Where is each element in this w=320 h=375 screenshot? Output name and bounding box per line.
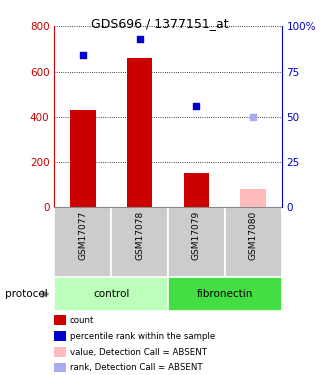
Text: GSM17078: GSM17078	[135, 211, 144, 260]
Bar	[168, 277, 282, 311]
Bar	[127, 58, 152, 207]
Bar	[111, 207, 168, 277]
Text: GSM17080: GSM17080	[249, 211, 258, 260]
Bar	[54, 207, 111, 277]
Text: percentile rank within the sample: percentile rank within the sample	[70, 332, 215, 341]
Text: fibronectin: fibronectin	[196, 289, 253, 299]
Text: protocol: protocol	[5, 289, 48, 299]
Bar	[54, 277, 168, 311]
Text: value, Detection Call = ABSENT: value, Detection Call = ABSENT	[70, 348, 207, 357]
Text: count: count	[70, 316, 94, 325]
Point	[194, 103, 199, 109]
Bar	[225, 207, 282, 277]
Bar	[184, 173, 209, 207]
Text: GSM17077: GSM17077	[78, 211, 87, 260]
Bar	[168, 207, 225, 277]
Bar	[240, 189, 266, 207]
Bar	[70, 110, 96, 207]
Point	[137, 36, 142, 42]
Text: rank, Detection Call = ABSENT: rank, Detection Call = ABSENT	[70, 363, 202, 372]
Text: GSM17079: GSM17079	[192, 211, 201, 260]
Text: control: control	[93, 289, 129, 299]
Point	[251, 114, 256, 120]
Text: GDS696 / 1377151_at: GDS696 / 1377151_at	[91, 17, 229, 30]
Point	[80, 52, 85, 58]
